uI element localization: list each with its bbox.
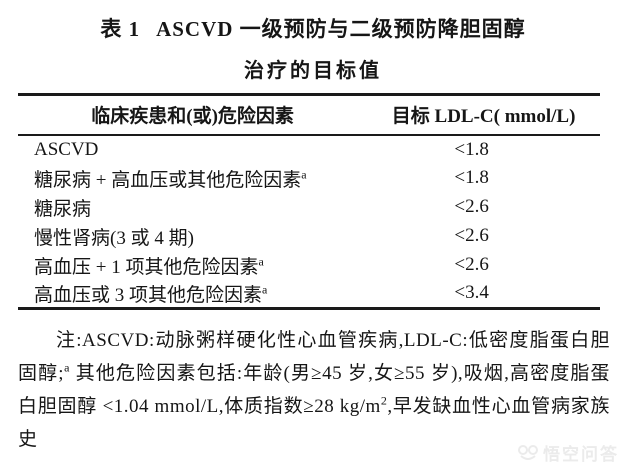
target-cell: <2.6 [454,196,489,217]
table-row: 糖尿病 <2.6 [18,193,600,222]
table-title-line2: 治疗的目标值 [244,60,382,82]
table-title-text: ASCVD 一级预防与二级预防降胆固醇 [156,17,526,41]
table-title-line1: 表 1 ASCVD 一级预防与二级预防降胆固醇 [0,13,626,43]
condition-cell: 糖尿病 [18,193,367,222]
ldl-target-table: 临床疾患和(或)危险因素 目标 LDL-C( mmol/L) ASCVD <1.… [18,93,600,310]
table-row: 高血压 + 1 项其他危险因素a <2.6 [18,251,600,280]
footnote-text: 其他危险因素包括:年龄(男≥45 岁,女≥55 岁),吸烟,高密度脂蛋白胆固醇 … [18,363,611,417]
condition-cell: 慢性肾病(3 或 4 期) [18,222,367,251]
column-header-condition: 临床疾患和(或)危险因素 [18,94,368,136]
condition-cell: 高血压或 3 项其他危险因素a [18,280,367,309]
superscript-2: 2 [380,393,388,408]
target-cell: <1.8 [454,167,489,188]
condition-cell: 高血压 + 1 项其他危险因素a [18,251,367,280]
table-number: 表 1 [100,17,141,41]
table-row: ASCVD <1.8 [18,135,600,164]
table-row: 高血压或 3 项其他危险因素a <3.4 [18,280,600,309]
column-header-target: 目标 LDL-C( mmol/L) [367,94,600,136]
wukong-watermark: 悟空问答 [517,440,619,465]
footnote-marker-a: a [64,360,70,375]
footnote-marker: a [262,282,268,297]
footnote-marker: a [301,167,307,182]
table-row: 慢性肾病(3 或 4 期) <2.6 [18,222,600,251]
target-cell: <1.8 [454,138,489,160]
target-cell: <3.4 [454,282,489,304]
condition-text: 糖尿病 [34,198,92,220]
footnote-text: ,早发缺血性心血管病家族史 [18,396,610,450]
condition-text: 高血压 + 1 项其他危险因素 [34,256,259,278]
condition-text: 高血压或 3 项其他危险因素 [34,284,263,306]
condition-text: 慢性肾病(3 或 4 期) [34,227,194,249]
target-cell: <2.6 [454,254,489,275]
footnote-marker: a [258,254,264,269]
table-row: 糖尿病 + 高血压或其他危险因素a <1.8 [18,164,600,193]
condition-text: 糖尿病 + 高血压或其他危险因素 [34,169,302,191]
target-cell: <2.6 [454,225,489,246]
table-header-row: 临床疾患和(或)危险因素 目标 LDL-C( mmol/L) [18,94,600,136]
table-footnote: 注:ASCVD:动脉粥样硬化性心血管疾病,LDL-C:低密度脂蛋白胆固醇;a 其… [18,324,610,456]
condition-cell: 糖尿病 + 高血压或其他危险因素a [18,164,367,193]
condition-cell: ASCVD [18,135,367,164]
table-title: 表 1 ASCVD 一级预防与二级预防降胆固醇 治疗的目标值 [0,0,626,83]
watermark-label: 悟空问答 [543,445,619,464]
footnote-text: 注:ASCVD:动脉粥样硬化性心血管疾病,LDL-C:低密度脂蛋白胆固醇; [18,330,610,384]
wukong-logo-icon [517,444,539,462]
condition-text: ASCVD [34,138,99,160]
